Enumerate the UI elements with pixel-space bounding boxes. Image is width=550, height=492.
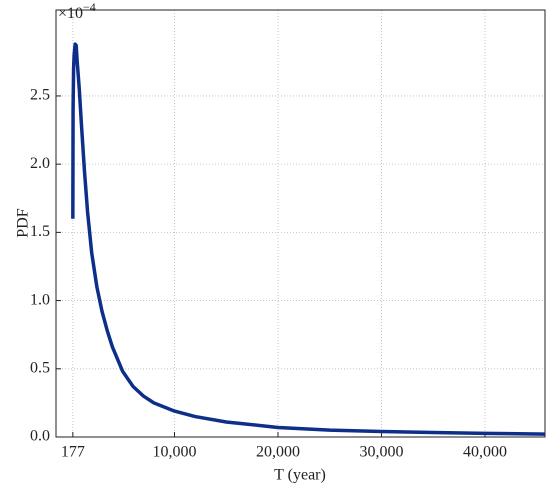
plot-frame <box>55 9 546 438</box>
y-tick-label: 0.5 <box>30 359 50 376</box>
y-multiplier-base: ×10 <box>58 5 83 22</box>
x-tick-label: 40,000 <box>463 444 507 461</box>
y-tick-label: 0.0 <box>30 428 50 445</box>
y-tick-label: 1.5 <box>30 223 50 240</box>
data-line <box>71 42 546 436</box>
y-multiplier: ×10−4 <box>58 0 96 22</box>
x-tick-label: 30,000 <box>359 444 403 461</box>
y-multiplier-exponent: −4 <box>83 0 96 14</box>
x-tick-label: 177 <box>61 444 85 461</box>
y-axis-label: PDF <box>15 208 32 237</box>
y-tick-label: 2.5 <box>30 87 50 104</box>
x-tick-label: 10,000 <box>152 444 196 461</box>
y-tick-label: 1.0 <box>30 291 50 308</box>
y-tick-label: 2.0 <box>30 155 50 172</box>
x-axis-label: T (year) <box>274 467 326 484</box>
x-tick-label: 20,000 <box>256 444 300 461</box>
